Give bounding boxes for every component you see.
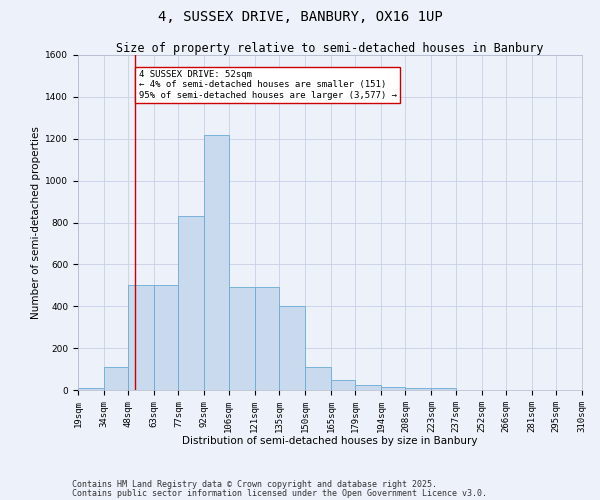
Bar <box>229 288 254 390</box>
Bar <box>406 388 431 390</box>
Y-axis label: Number of semi-detached properties: Number of semi-detached properties <box>31 126 41 319</box>
Text: Contains public sector information licensed under the Open Government Licence v3: Contains public sector information licen… <box>72 488 487 498</box>
Bar <box>355 385 381 390</box>
Bar <box>331 380 355 390</box>
Bar <box>154 286 178 390</box>
Text: Contains HM Land Registry data © Crown copyright and database right 2025.: Contains HM Land Registry data © Crown c… <box>72 480 437 489</box>
Text: 4, SUSSEX DRIVE, BANBURY, OX16 1UP: 4, SUSSEX DRIVE, BANBURY, OX16 1UP <box>158 10 442 24</box>
Bar <box>205 134 229 390</box>
Bar <box>104 367 128 390</box>
Bar <box>78 388 104 390</box>
Bar <box>254 288 279 390</box>
Title: Size of property relative to semi-detached houses in Banbury: Size of property relative to semi-detach… <box>116 42 544 55</box>
Bar <box>431 388 455 390</box>
Bar <box>305 367 331 390</box>
Bar <box>128 286 154 390</box>
X-axis label: Distribution of semi-detached houses by size in Banbury: Distribution of semi-detached houses by … <box>182 436 478 446</box>
Bar <box>381 387 406 390</box>
Bar <box>178 216 205 390</box>
Text: 4 SUSSEX DRIVE: 52sqm
← 4% of semi-detached houses are smaller (151)
95% of semi: 4 SUSSEX DRIVE: 52sqm ← 4% of semi-detac… <box>139 70 397 100</box>
Bar <box>279 306 305 390</box>
